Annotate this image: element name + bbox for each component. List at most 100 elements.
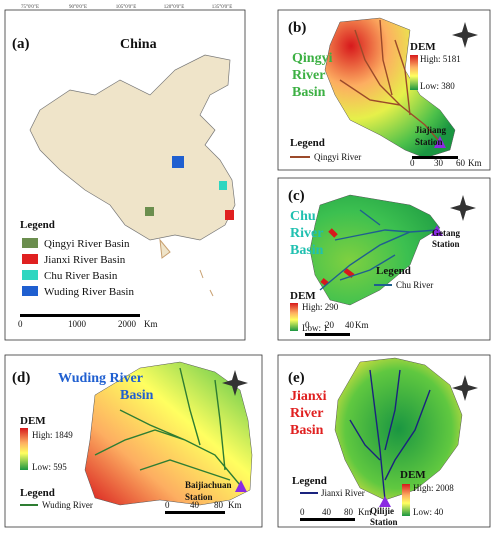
river <box>94 367 241 486</box>
title: Jianxi <box>290 389 327 404</box>
title: Basin <box>290 423 324 438</box>
dem-ramp <box>402 484 410 516</box>
river <box>349 369 431 501</box>
station: Getang <box>432 228 460 238</box>
scale-bar <box>20 314 140 317</box>
low: Low: 40 <box>413 507 444 517</box>
title: Legend <box>20 487 55 499</box>
panel-frame <box>4 354 263 528</box>
items: Jianxi River Basin <box>44 254 126 266</box>
legend-swatch <box>22 238 38 248</box>
dem-ramp <box>20 428 28 470</box>
title: Qingyi <box>292 51 333 66</box>
basin-marker <box>225 210 234 220</box>
station-marker <box>235 480 247 492</box>
north-arrow <box>452 22 478 48</box>
north-arrow <box>222 370 248 396</box>
scale: 0 <box>165 500 170 510</box>
high: High: 290 <box>302 302 339 312</box>
title: Legend <box>292 475 327 487</box>
scale: Km <box>228 500 242 510</box>
scale: Km <box>355 320 369 330</box>
low: Low: 1 <box>302 323 328 333</box>
scale: 0 <box>300 507 305 517</box>
lon-ticks: 135°0'0"E <box>212 5 233 10</box>
panel-frame <box>277 9 491 171</box>
panel-frame <box>277 354 491 528</box>
scale: 80 <box>214 500 224 510</box>
scale: 80 <box>344 507 354 517</box>
station-marker <box>431 225 443 236</box>
panel-frame <box>277 177 491 341</box>
station-marker <box>434 136 446 148</box>
scale-bar <box>412 156 458 159</box>
low: Low: 595 <box>32 462 67 472</box>
dem-ramp <box>290 303 298 331</box>
title: Basin <box>290 243 324 258</box>
label: (a) <box>12 36 30 52</box>
station-marker <box>379 496 391 507</box>
scale: 60 <box>456 158 466 168</box>
scale: 0 <box>410 158 415 168</box>
title: Basin <box>292 85 326 100</box>
items: Chu River Basin <box>44 270 118 282</box>
items: Qingyi River Basin <box>44 238 130 250</box>
scale: Km <box>468 158 482 168</box>
scale-bar <box>165 511 225 514</box>
station: Jiajiang <box>415 125 447 135</box>
scale: Km <box>358 507 372 517</box>
title: River <box>290 406 323 421</box>
station: Station <box>432 239 460 249</box>
title: DEM <box>410 41 436 53</box>
islands <box>159 238 214 297</box>
scale: 30 <box>434 158 444 168</box>
panel-frame <box>4 9 246 341</box>
high: High: 2008 <box>413 483 454 493</box>
basin-marker <box>145 207 154 216</box>
lon-ticks: 75°0'0"E <box>21 5 39 10</box>
scale-bar <box>300 518 355 521</box>
legend-swatch <box>22 270 38 280</box>
items: Wuding River Basin <box>44 286 134 298</box>
station: Baijiachuan <box>185 480 232 490</box>
basin-dem <box>309 194 441 306</box>
scale: 2000 <box>118 319 137 329</box>
station: Station <box>185 492 213 502</box>
scale: 1000 <box>68 319 87 329</box>
basin-dem <box>334 357 463 501</box>
title: Legend <box>290 137 325 149</box>
north-arrow <box>452 375 478 401</box>
scale: 40 <box>322 507 332 517</box>
lon-ticks: 120°0'0"E <box>164 5 185 10</box>
low: Low: 380 <box>420 81 455 91</box>
station: Qilijie <box>370 506 394 516</box>
scale: 0 <box>305 320 310 330</box>
title: Legend <box>20 219 55 231</box>
scale: 0 <box>18 319 23 329</box>
items: Jianxi River <box>321 488 365 498</box>
scale: 40 <box>345 320 355 330</box>
scale: 20 <box>325 320 335 330</box>
dem-ramp <box>410 55 418 90</box>
legend-swatch <box>22 286 38 296</box>
scale-bar <box>305 333 350 336</box>
items: Chu River <box>396 280 433 290</box>
title: DEM <box>20 415 46 427</box>
lon-ticks: 105°0'0"E <box>116 5 137 10</box>
scale: 40 <box>190 500 200 510</box>
items: Qingyi River <box>314 152 361 162</box>
river <box>319 209 438 291</box>
title: River <box>290 226 323 241</box>
high: High: 1849 <box>32 430 73 440</box>
title: Wuding River <box>58 371 143 386</box>
station: Station <box>415 137 443 147</box>
title: Basin <box>120 388 154 403</box>
label: (d) <box>12 370 30 386</box>
high: High: 5181 <box>420 54 461 64</box>
title: DEM <box>400 469 426 481</box>
china-map <box>29 54 236 241</box>
title: China <box>120 37 157 52</box>
scale: Km <box>144 319 158 329</box>
items: Wuding River <box>42 500 93 510</box>
